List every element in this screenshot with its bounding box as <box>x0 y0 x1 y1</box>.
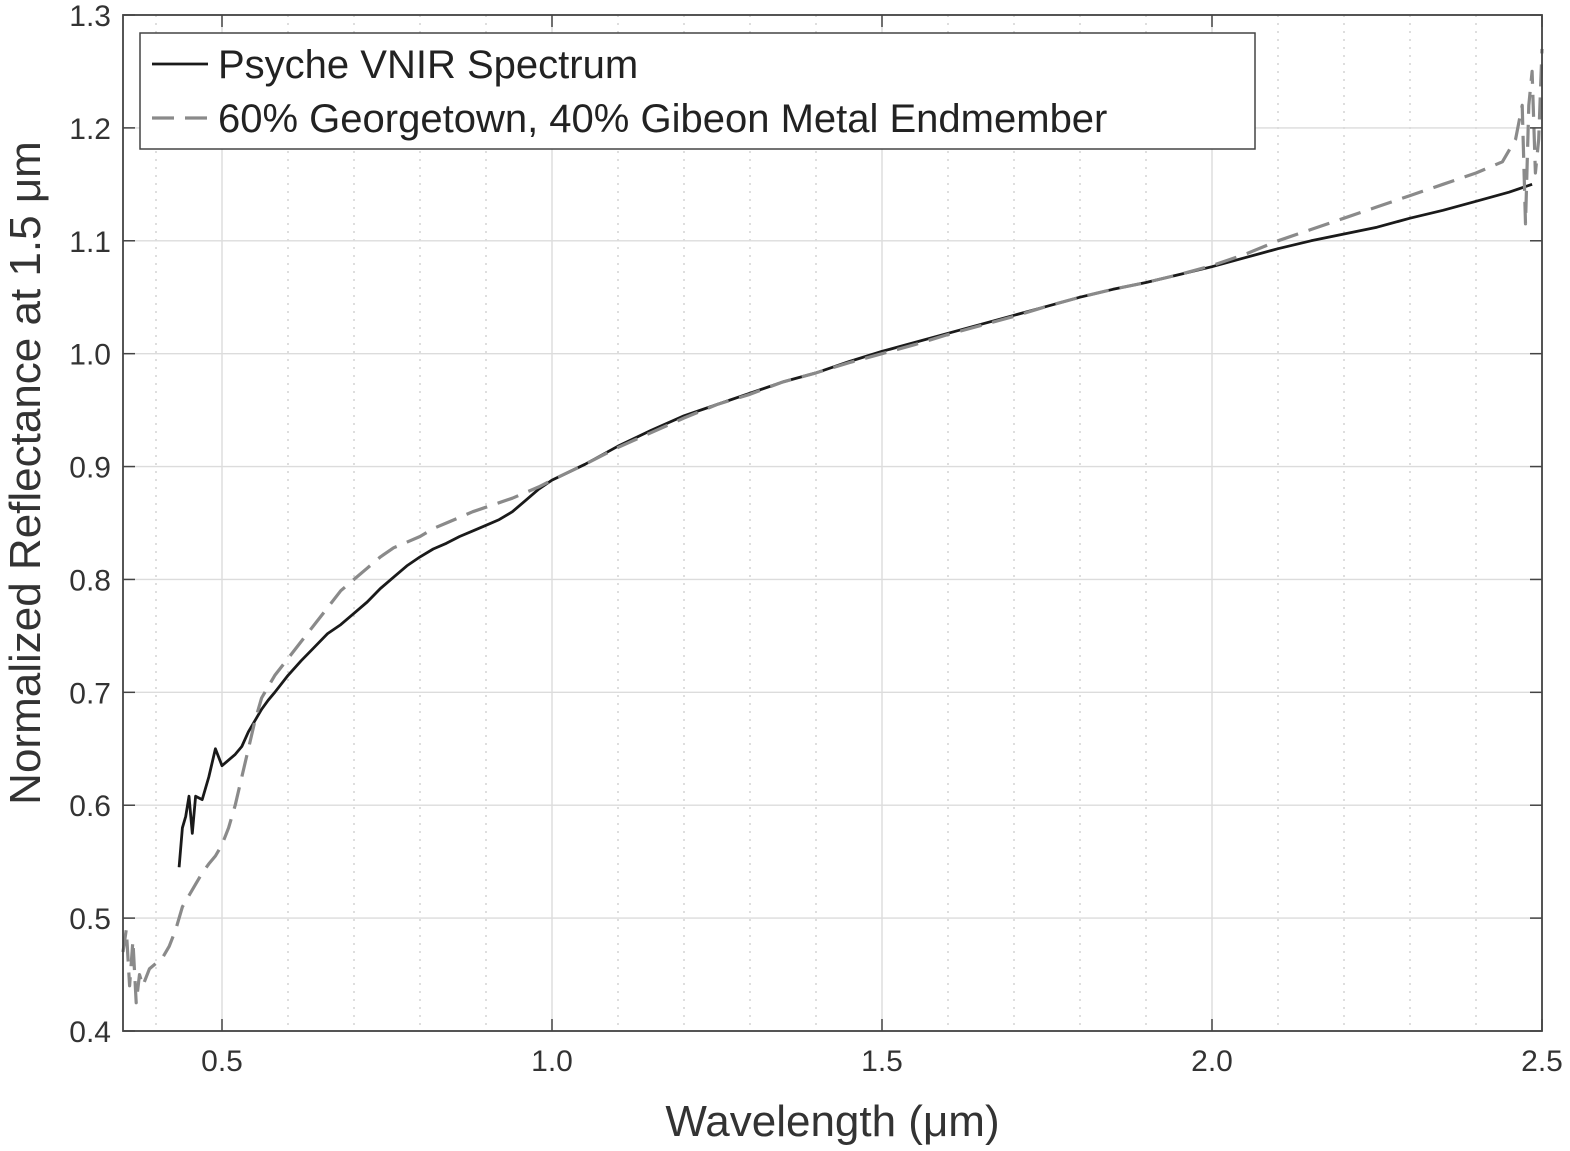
x-tick-label: 1.5 <box>861 1045 903 1078</box>
legend: Psyche VNIR Spectrum 60% Georgetown, 40%… <box>139 32 1256 150</box>
legend-box <box>139 32 1256 150</box>
series-layer <box>121 48 1544 1005</box>
x-tick-label: 2.0 <box>1191 1045 1233 1078</box>
psyche-vnir-spectrum-line <box>177 182 1533 868</box>
y-tick-label: 1.2 <box>69 113 111 146</box>
y-axis-label: Normalized Reflectance at 1.5 μm <box>1 141 50 805</box>
y-tick-label: 0.4 <box>69 1016 111 1049</box>
y-axis-ticks: 0.4 0.5 0.6 0.7 0.8 0.9 1.0 1.1 1.2 1.3 <box>69 0 1542 1049</box>
y-tick-label: 0.5 <box>69 903 111 936</box>
plot-frame <box>122 14 1543 1032</box>
y-tick-label: 0.9 <box>69 452 111 485</box>
y-tick-label: 0.6 <box>69 790 111 823</box>
y-tick-label: 1.0 <box>69 339 111 372</box>
x-tick-label: 0.5 <box>201 1045 243 1078</box>
y-tick-label: 0.8 <box>69 564 111 597</box>
x-axis-label: Wavelength (μm) <box>665 1097 999 1146</box>
grid <box>123 14 1543 1032</box>
x-tick-label: 1.0 <box>531 1045 573 1078</box>
legend-label-psyche: Psyche VNIR Spectrum <box>218 43 638 87</box>
x-tick-label: 2.5 <box>1521 1045 1563 1078</box>
y-tick-label: 1.1 <box>69 226 111 259</box>
y-tick-label: 1.3 <box>69 0 111 33</box>
y-tick-label: 0.7 <box>69 677 111 710</box>
legend-label-endmember: 60% Georgetown, 40% Gibeon Metal Endmemb… <box>218 97 1107 141</box>
x-axis-ticks: 0.5 1.0 1.5 2.0 2.5 <box>201 15 1563 1078</box>
georgetown-gibeon-endmember-line <box>121 48 1544 1005</box>
